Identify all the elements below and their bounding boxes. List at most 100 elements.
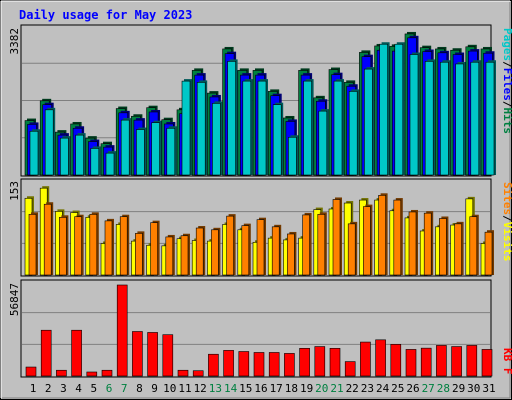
bars [24,31,496,377]
bar-sites-day-21 [332,199,341,276]
bar-kbytes-day-18 [284,353,295,377]
visits-axis-label: Sites/Visits [501,182,512,262]
bar-sites-day-20 [317,214,326,276]
bar-sites-day-29 [454,223,462,276]
x-tick-label-day-22: 22 [346,382,359,395]
bar-pages-day-16 [257,80,267,176]
x-tick-label-day-23: 23 [361,382,374,395]
axis-label-part: Files [501,68,512,101]
bar-sites-day-31 [484,231,493,276]
x-tick-label-day-11: 11 [178,382,191,395]
x-tick-label-day-13: 13 [209,382,222,395]
x-tick-label-day-5: 5 [90,382,97,395]
bar-sites-day-16 [256,219,265,276]
bar-sites-day-30 [469,216,478,276]
x-tick-label-day-19: 19 [300,382,313,395]
bar-kbytes-day-4 [71,329,82,377]
bar-sites-day-15 [241,225,250,276]
x-tick-labels: 1 2 3 4 5 6 7 8 9 10 11 12 13 14 15 16 17 18 19 20 21 22 23 24 2… [30,382,496,395]
bar-kbytes-day-31 [481,349,493,377]
bar-sites-day-9 [150,222,158,276]
bar-pages-day-28 [440,61,449,176]
bar-kbytes-day-20 [314,346,326,377]
bar-pages-day-10 [166,127,176,176]
bar-sites-day-24 [378,195,386,276]
axis-label-part: Visits [501,222,512,262]
bar-kbytes-day-29 [451,346,462,377]
bar-pages-day-30 [470,61,480,176]
x-tick-label-day-25: 25 [391,382,404,395]
bar-sites-day-6 [104,220,113,276]
bar-sites-day-5 [89,214,98,276]
bar-kbytes-day-9 [147,332,158,377]
bar-sites-day-7 [119,216,128,276]
bar-kbytes-day-24 [375,339,386,377]
x-tick-label-day-1: 1 [30,382,37,395]
bar-pages-day-12 [196,82,206,176]
bar-pages-day-8 [136,129,145,176]
bar-kbytes-day-10 [162,334,174,377]
bar-kbytes-day-28 [436,345,447,377]
bar-sites-day-12 [195,227,204,276]
bar-sites-day-1 [28,214,37,276]
axis-label-part: / [501,215,512,222]
axis-label-part: Pages [501,28,512,61]
bar-pages-day-9 [151,122,160,176]
x-tick-label-day-10: 10 [163,382,176,395]
bar-kbytes-day-17 [268,352,280,377]
bar-kbytes-day-5 [86,371,98,377]
bar-pages-day-17 [272,104,282,176]
bar-pages-day-6 [105,152,115,176]
bar-sites-day-11 [180,235,189,276]
bar-pages-day-20 [318,110,328,176]
bar-pages-day-1 [29,130,39,176]
x-tick-label-day-12: 12 [194,382,207,395]
bar-sites-day-14 [226,215,234,276]
bar-kbytes-day-30 [466,345,478,377]
x-tick-label-day-31: 31 [482,382,495,395]
bar-sites-day-26 [408,211,417,276]
bar-kbytes-day-15 [238,351,250,377]
bar-sites-day-10 [165,236,174,276]
x-tick-label-day-21: 21 [330,382,343,395]
bar-pages-day-4 [75,134,84,176]
bar-pages-day-18 [288,136,297,176]
bar-sites-day-22 [347,223,356,276]
bar-sites-day-4 [74,216,82,276]
x-tick-label-day-24: 24 [376,382,390,395]
bar-sites-day-28 [439,218,447,276]
bar-pages-day-7 [120,119,130,176]
bar-kbytes-day-26 [405,349,417,377]
axis-label-part: Hits [501,108,512,135]
bar-pages-day-15 [242,80,252,176]
bar-pages-day-21 [333,80,343,176]
x-tick-label-day-28: 28 [437,382,450,395]
bar-kbytes-day-7 [116,284,128,377]
bar-kbytes-day-14 [223,350,234,377]
bar-pages-day-31 [485,61,495,176]
bar-sites-day-19 [302,214,310,276]
bar-pages-day-13 [212,103,221,176]
bar-kbytes-day-11 [177,369,189,377]
axis-label-part: Sites [501,182,512,215]
x-tick-label-day-7: 7 [121,382,128,395]
x-tick-label-day-3: 3 [60,382,67,395]
bar-kbytes-day-2 [40,329,52,377]
bar-kbytes-day-12 [192,370,204,377]
bar-kbytes-day-16 [253,352,265,377]
bar-kbytes-day-8 [132,331,143,377]
bar-kbytes-day-13 [208,353,219,377]
axis-label-part: KB F [501,348,512,375]
bar-sites-day-27 [423,212,432,276]
bar-sites-day-25 [393,199,402,276]
x-tick-label-day-6: 6 [106,382,113,395]
bar-pages-day-26 [409,54,419,176]
bar-sites-day-23 [363,206,371,276]
bar-sites-day-17 [271,226,280,276]
bar-kbytes-day-23 [360,341,371,377]
chart-title: Daily usage for May 2023 [19,8,192,22]
x-tick-label-day-14: 14 [224,382,238,395]
bar-kbytes-day-1 [25,366,37,377]
bar-kbytes-day-19 [299,348,310,377]
